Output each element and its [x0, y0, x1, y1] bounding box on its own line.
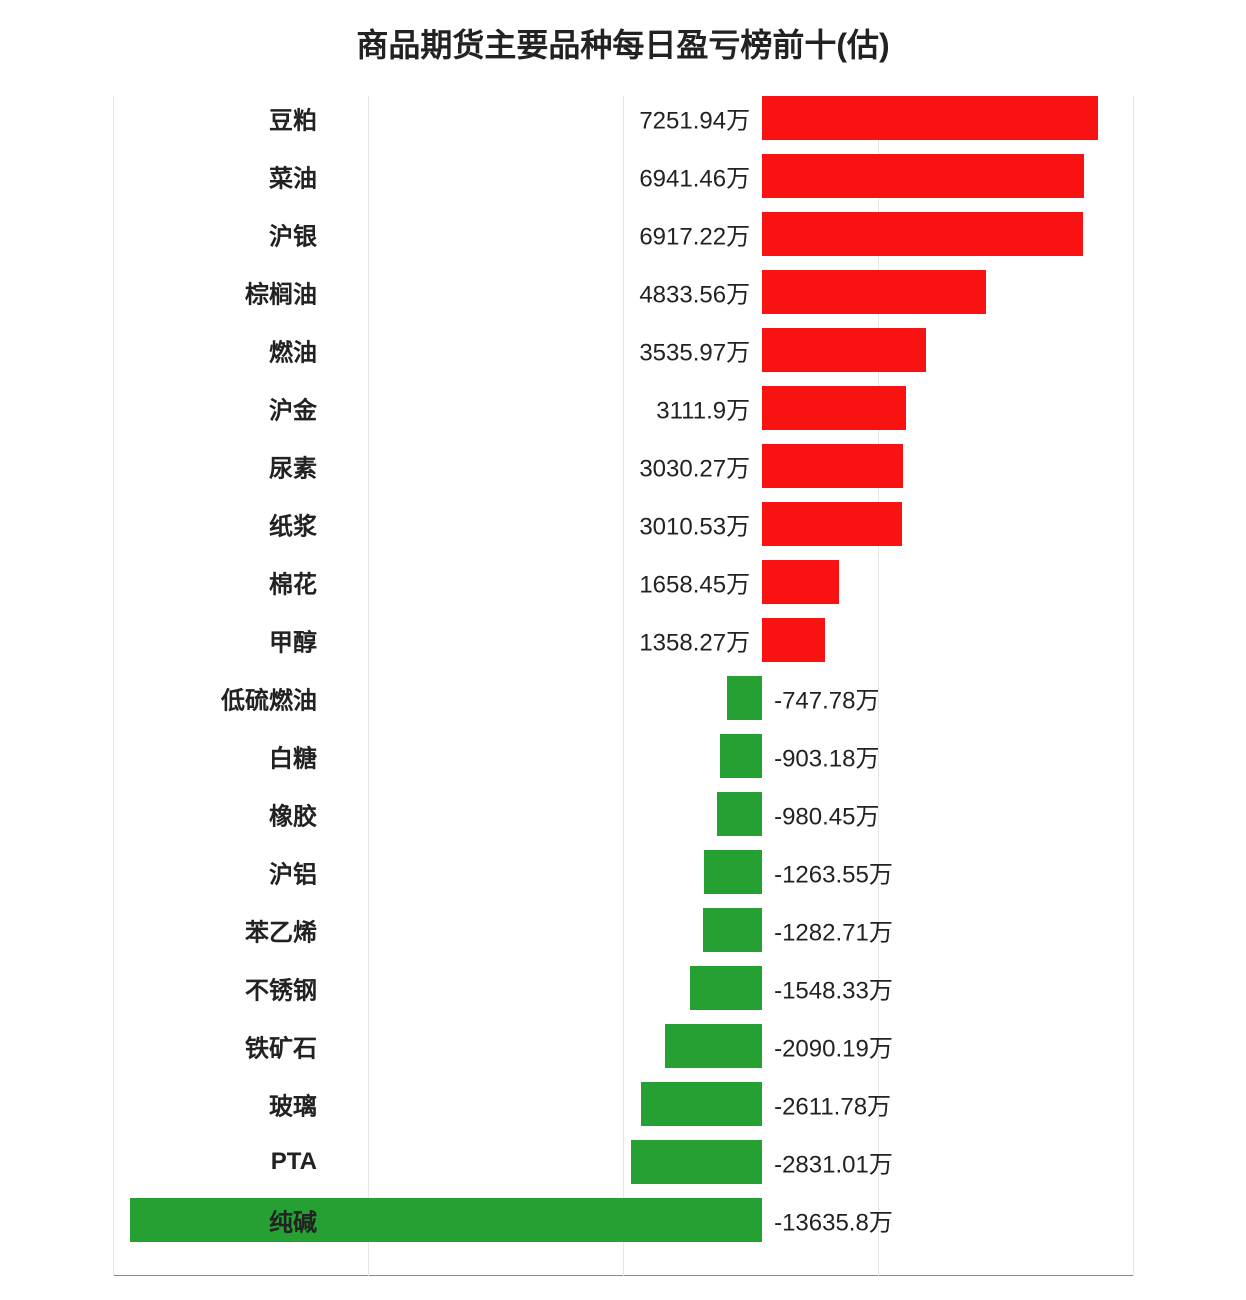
- category-label: 棉花: [269, 565, 317, 600]
- category-label: 沪银: [269, 217, 317, 252]
- bar-row: -747.78万 低硫燃油: [113, 676, 1133, 720]
- value-label: -903.18万: [774, 739, 879, 774]
- bar-positive: [762, 154, 1084, 198]
- value-label: -2831.01万: [774, 1145, 893, 1180]
- bar-negative: [704, 850, 763, 894]
- bar-row: 6941.46万 菜油: [113, 154, 1133, 198]
- bar-row: -1282.71万 苯乙烯: [113, 908, 1133, 952]
- value-label: 7251.94万: [639, 101, 750, 136]
- category-label: 纯碱: [269, 1203, 317, 1238]
- category-label: 低硫燃油: [221, 681, 317, 716]
- bar-row: 3535.97万 燃油: [113, 328, 1133, 372]
- bar-row: 7251.94万 豆粕: [113, 96, 1133, 140]
- category-label: 菜油: [269, 159, 317, 194]
- category-label: 白糖: [269, 739, 317, 774]
- bar-positive: [762, 328, 926, 372]
- value-label: 3030.27万: [639, 449, 750, 484]
- bar-row: 6917.22万 沪银: [113, 212, 1133, 256]
- category-label: 橡胶: [269, 797, 317, 832]
- bar-positive: [762, 96, 1098, 140]
- value-label: 1658.45万: [639, 565, 750, 600]
- category-label: 纸浆: [269, 507, 317, 542]
- category-label: 燃油: [269, 333, 317, 368]
- bar-negative: [717, 792, 762, 836]
- bar-negative: [130, 1198, 762, 1242]
- value-label: -980.45万: [774, 797, 879, 832]
- bar-positive: [762, 386, 906, 430]
- category-label: 尿素: [269, 449, 317, 484]
- category-label: 玻璃: [269, 1087, 317, 1122]
- bar-row: -980.45万 橡胶: [113, 792, 1133, 836]
- bar-row: -1263.55万 沪铝: [113, 850, 1133, 894]
- value-label: 3535.97万: [639, 333, 750, 368]
- category-label: 苯乙烯: [245, 913, 317, 948]
- value-label: 6917.22万: [639, 217, 750, 252]
- value-label: 1358.27万: [639, 623, 750, 658]
- category-label: 沪金: [269, 391, 317, 426]
- category-label: 不锈钢: [245, 971, 317, 1006]
- category-label: 甲醇: [269, 623, 317, 658]
- bar-row: 3111.9万 沪金: [113, 386, 1133, 430]
- bar-row: 1658.45万 棉花: [113, 560, 1133, 604]
- bar-negative: [703, 908, 762, 952]
- bar-negative: [720, 734, 762, 778]
- value-label: -2611.78万: [774, 1087, 891, 1122]
- bar-positive: [762, 618, 825, 662]
- chart-container: 商品期货主要品种每日盈亏榜前十(估) 7251.94万豆粕6941.46万菜油6…: [0, 0, 1246, 1300]
- category-label: 铁矿石: [245, 1029, 317, 1064]
- bar-row: 3030.27万 尿素: [113, 444, 1133, 488]
- bar-row: -1548.33万 不锈钢: [113, 966, 1133, 1010]
- value-label: -747.78万: [774, 681, 879, 716]
- bar-row: -2090.19万 铁矿石: [113, 1024, 1133, 1068]
- bar-positive: [762, 270, 986, 314]
- plot-area: 7251.94万 豆粕 6941.46万 菜油 6917.22万 沪银 4833.56万 棕榈…: [113, 96, 1133, 1276]
- grid-line: [1133, 96, 1134, 1276]
- bar-positive: [762, 444, 902, 488]
- value-label: 6941.46万: [639, 159, 750, 194]
- bar-positive: [762, 502, 902, 546]
- bar-positive: [762, 212, 1083, 256]
- bar-row: 4833.56万 棕榈油: [113, 270, 1133, 314]
- category-label: 豆粕: [269, 101, 317, 136]
- category-label: PTA: [271, 1148, 317, 1176]
- bar-positive: [762, 560, 839, 604]
- bar-row: -2831.01万 PTA: [113, 1140, 1133, 1184]
- value-label: 4833.56万: [639, 275, 750, 310]
- bar-row: -903.18万 白糖: [113, 734, 1133, 778]
- value-label: 3111.9万: [656, 391, 750, 426]
- value-label: -1282.71万: [774, 913, 893, 948]
- bar-negative: [631, 1140, 762, 1184]
- value-label: 3010.53万: [639, 507, 750, 542]
- category-label: 棕榈油: [245, 275, 317, 310]
- bar-row: -13635.8万 纯碱: [113, 1198, 1133, 1242]
- chart-title: 商品期货主要品种每日盈亏榜前十(估): [0, 20, 1246, 66]
- bar-negative: [665, 1024, 762, 1068]
- bar-row: -2611.78万 玻璃: [113, 1082, 1133, 1126]
- value-label: -1263.55万: [774, 855, 893, 890]
- category-label: 沪铝: [269, 855, 317, 890]
- bar-negative: [727, 676, 762, 720]
- value-label: -2090.19万: [774, 1029, 893, 1064]
- bar-negative: [641, 1082, 762, 1126]
- bar-row: 1358.27万 甲醇: [113, 618, 1133, 662]
- value-label: -13635.8万: [774, 1203, 893, 1238]
- value-label: -1548.33万: [774, 971, 893, 1006]
- bar-row: 3010.53万 纸浆: [113, 502, 1133, 546]
- bar-negative: [690, 966, 762, 1010]
